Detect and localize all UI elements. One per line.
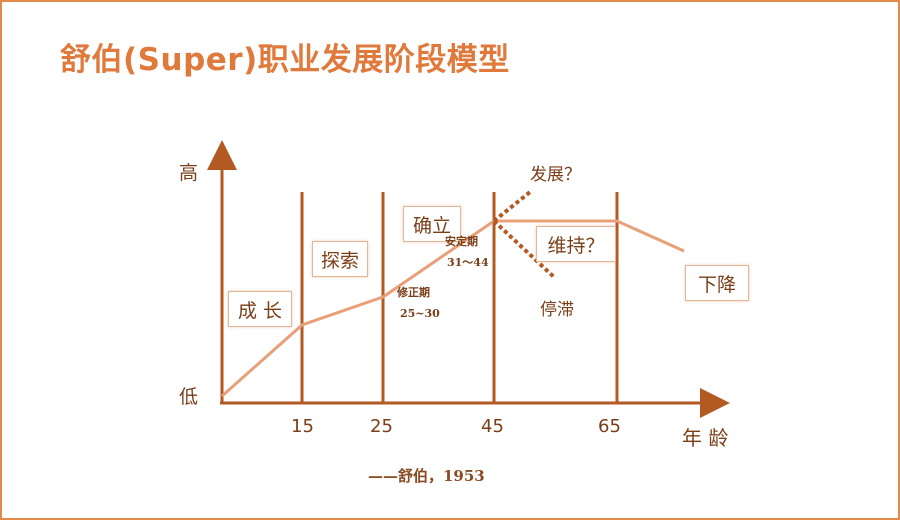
x-tick-15: 15 [291,416,314,437]
stage-maintenance: 维持？ [536,226,616,262]
stable-period-label: 安定期 [445,235,478,248]
correction-period-label: 修正期 [397,286,430,299]
x-tick-25: 25 [370,416,393,437]
stable-period-ages: 31～44 [447,256,489,269]
x-tick-45: 45 [481,416,504,437]
correction-period-ages: 25~30 [400,307,440,320]
stage-exploration: 探索 [312,241,368,277]
stage-establishment: 确立 [403,206,461,242]
stage-growth: 成 长 [228,291,292,327]
develop-label: 发展？ [530,165,581,185]
citation: ——舒伯，1953 [368,467,485,485]
career-curve [221,219,685,398]
stagnate-label: 停滞 [540,300,574,320]
stage-decline: 下降 [685,265,749,301]
y-axis-low-label: 低 [179,386,199,408]
y-axis-high-label: 高 [179,162,199,184]
develop-branch [492,190,532,223]
x-tick-65: 65 [598,416,621,437]
page-title: 舒伯(Super)职业发展阶段模型 [60,42,510,78]
x-axis-label: 年 龄 [682,426,729,450]
